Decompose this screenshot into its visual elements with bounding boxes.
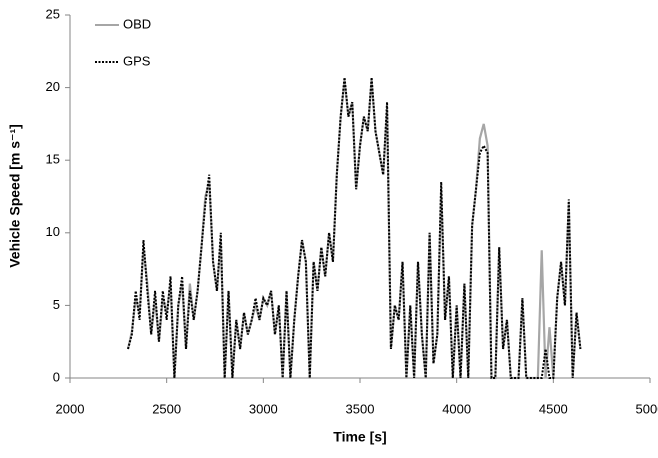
- y-tick-label: 20: [46, 79, 60, 94]
- data-line: [126, 80, 582, 380]
- x-tick-label: 4000: [442, 401, 471, 416]
- y-tick-label: 0: [53, 369, 60, 384]
- x-tick-label: 3500: [346, 401, 375, 416]
- data-line: [127, 77, 582, 379]
- y-tick-label: 15: [46, 152, 60, 167]
- legend-label: OBD: [123, 16, 151, 31]
- x-tick-label: 2000: [56, 401, 85, 416]
- legend-label: GPS: [123, 53, 151, 68]
- x-tick-label: 3000: [249, 401, 278, 416]
- y-tick-label: 5: [53, 297, 60, 312]
- x-axis-title: Time [s]: [333, 429, 386, 445]
- y-tick-label: 25: [46, 6, 60, 21]
- y-axis-title: Vehicle Speed [m s⁻¹]: [7, 124, 23, 268]
- x-tick-label: 5000: [636, 401, 658, 416]
- x-tick-label: 2500: [152, 401, 181, 416]
- x-tick-label: 4500: [539, 401, 568, 416]
- y-tick-label: 10: [46, 224, 60, 239]
